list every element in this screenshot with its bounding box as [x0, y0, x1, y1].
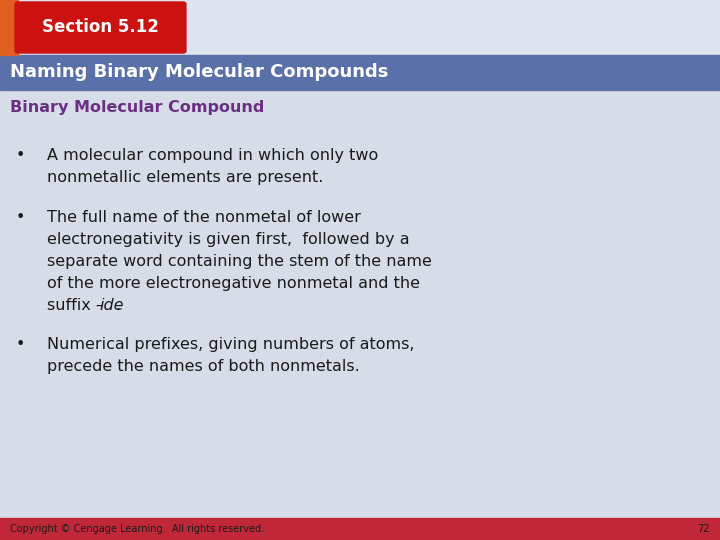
Text: ide: ide — [99, 298, 124, 313]
Text: Binary Molecular Compound: Binary Molecular Compound — [10, 100, 264, 115]
Text: •: • — [16, 148, 25, 163]
Text: nonmetallic elements are present.: nonmetallic elements are present. — [47, 170, 323, 185]
Text: electronegativity is given first,  followed by a: electronegativity is given first, follow… — [47, 232, 410, 247]
Text: of the more electronegative nonmetal and the: of the more electronegative nonmetal and… — [47, 275, 420, 291]
Text: .: . — [115, 298, 120, 313]
Text: Naming Binary Molecular Compounds: Naming Binary Molecular Compounds — [10, 64, 389, 82]
Text: separate word containing the stem of the name: separate word containing the stem of the… — [47, 254, 432, 268]
Text: Section 5.12: Section 5.12 — [42, 18, 159, 37]
Text: precede the names of both nonmetals.: precede the names of both nonmetals. — [47, 359, 359, 374]
Text: •: • — [16, 337, 25, 352]
Text: A molecular compound in which only two: A molecular compound in which only two — [47, 148, 378, 163]
Text: The full name of the nonmetal of lower: The full name of the nonmetal of lower — [47, 210, 361, 225]
Text: 72: 72 — [698, 524, 710, 534]
Text: suffix –: suffix – — [47, 298, 104, 313]
Text: Numerical prefixes, giving numbers of atoms,: Numerical prefixes, giving numbers of at… — [47, 337, 414, 352]
Text: Copyright © Cengage Learning.  All rights reserved.: Copyright © Cengage Learning. All rights… — [10, 524, 264, 534]
Text: •: • — [16, 210, 25, 225]
